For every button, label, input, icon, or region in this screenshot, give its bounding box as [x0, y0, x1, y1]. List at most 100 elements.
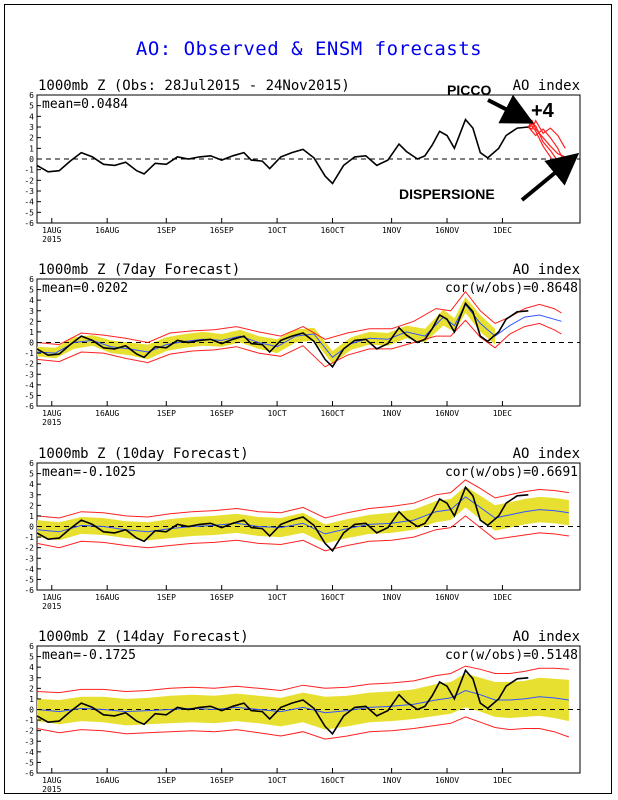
x-tick-label: 16SEP — [210, 776, 234, 785]
x-tick-label: 1NOV — [382, 776, 401, 785]
x-tick-label: 16AUG — [95, 409, 119, 418]
observed-line — [37, 485, 529, 553]
ensemble-mean-line — [37, 496, 569, 535]
correlation-label: cor(w/obs)=0.6691 — [445, 465, 578, 480]
y-tick-label: -5 — [24, 575, 34, 584]
y-tick-label: 1 — [29, 512, 34, 521]
y-tick-label: 5 — [29, 653, 34, 662]
panel-title-right: AO index — [513, 262, 580, 278]
observed-line — [37, 301, 529, 369]
x-tick-label: 16NOV — [435, 593, 459, 602]
x-tick-label: 1NOV — [382, 226, 401, 235]
y-tick-label: -6 — [24, 586, 34, 595]
ensemble-mean-line — [37, 303, 562, 358]
y-tick-label: -2 — [24, 727, 34, 736]
mean-label: mean=-0.1025 — [42, 465, 136, 480]
y-tick-label: 3 — [29, 674, 34, 683]
y-tick-label: -4 — [24, 748, 34, 757]
member-envelope-lower — [37, 716, 570, 740]
panel-title-left: 1000mb Z (10day Forecast) — [38, 446, 249, 462]
x-tick-label: 16NOV — [435, 226, 459, 235]
chart-panel-1: 1000mb Z (Obs: 28Jul2015 - 24Nov2015) AO … — [24, 78, 581, 244]
y-tick-label: -1 — [24, 166, 34, 175]
peak-arrow — [487, 94, 535, 124]
x-tick-label: 16AUG — [95, 226, 119, 235]
y-tick-label: 1 — [29, 144, 34, 153]
y-tick-label: -4 — [24, 565, 34, 574]
y-tick-label: 0 — [29, 339, 34, 348]
x-tick-label: 16AUG — [95, 593, 119, 602]
x-tick-label: 16NOV — [435, 776, 459, 785]
y-tick-label: -5 — [24, 758, 34, 767]
x-tick-label: 16SEP — [210, 409, 234, 418]
ensemble-spread-band — [37, 297, 495, 364]
y-tick-label: -3 — [24, 554, 34, 563]
y-tick-label: -6 — [24, 769, 34, 778]
x-year-label: 2015 — [42, 785, 61, 794]
y-tick-label: -3 — [24, 737, 34, 746]
chart-panel-2: 1000mb Z (7day Forecast) AO index6543210-… — [24, 262, 581, 427]
x-tick-label: 1DEC — [493, 409, 512, 418]
x-tick-label: 1OCT — [267, 593, 286, 602]
x-year-label: 2015 — [42, 418, 61, 427]
x-tick-label: 16OCT — [320, 776, 344, 785]
x-tick-label: 1AUG — [42, 776, 61, 785]
figure-frame — [4, 4, 612, 794]
panel-title-left: 1000mb Z (14day Forecast) — [38, 629, 249, 645]
x-tick-label: 1DEC — [493, 593, 512, 602]
panel-title-right: AO index — [513, 629, 580, 645]
y-tick-label: -1 — [24, 716, 34, 725]
y-tick-label: -2 — [24, 176, 34, 185]
y-tick-label: -4 — [24, 381, 34, 390]
y-tick-label: 0 — [29, 155, 34, 164]
x-tick-label: 1DEC — [493, 776, 512, 785]
spread-arrow — [520, 152, 580, 202]
x-tick-label: 1OCT — [267, 226, 286, 235]
chart-panel-3: 1000mb Z (10day Forecast) AO index6543210… — [24, 446, 581, 611]
mean-label: mean=-0.1725 — [42, 648, 136, 663]
mean-label: mean=0.0202 — [42, 281, 128, 296]
y-tick-label: -4 — [24, 198, 34, 207]
y-tick-label: 6 — [29, 642, 34, 651]
x-tick-label: 1DEC — [493, 226, 512, 235]
x-tick-label: 1NOV — [382, 593, 401, 602]
spread-annotation: DISPERSIONE — [399, 186, 495, 202]
y-tick-label: -6 — [24, 219, 34, 228]
panel-title-right: AO index — [513, 78, 580, 94]
x-tick-label: 16AUG — [95, 776, 119, 785]
y-tick-label: 4 — [29, 112, 34, 121]
x-tick-label: 1AUG — [42, 593, 61, 602]
y-tick-label: 2 — [29, 317, 34, 326]
y-tick-label: 2 — [29, 134, 34, 143]
correlation-label: cor(w/obs)=0.5148 — [445, 648, 578, 663]
y-tick-label: 1 — [29, 695, 34, 704]
y-tick-label: 0 — [29, 523, 34, 532]
y-tick-label: -2 — [24, 544, 34, 553]
x-tick-label: 16SEP — [210, 226, 234, 235]
y-tick-label: 2 — [29, 501, 34, 510]
y-tick-label: -2 — [24, 360, 34, 369]
y-tick-label: 5 — [29, 102, 34, 111]
panel-title-left: 1000mb Z (Obs: 28Jul2015 - 24Nov2015) — [38, 78, 350, 94]
y-tick-label: -1 — [24, 349, 34, 358]
y-tick-label: 4 — [29, 480, 34, 489]
x-tick-label: 16SEP — [210, 593, 234, 602]
y-tick-label: -3 — [24, 187, 34, 196]
x-tick-label: 1NOV — [382, 409, 401, 418]
x-tick-label: 16OCT — [320, 409, 344, 418]
peak-annotation: PICCO — [447, 82, 491, 98]
ensemble-member-line-2 — [527, 126, 566, 165]
member-envelope-upper — [37, 290, 562, 346]
x-tick-label: 1AUG — [42, 409, 61, 418]
x-tick-label: 1SEP — [157, 226, 176, 235]
y-tick-label: 2 — [29, 684, 34, 693]
y-tick-label: -1 — [24, 533, 34, 542]
x-year-label: 2015 — [42, 235, 61, 244]
member-envelope-upper — [37, 665, 569, 694]
y-tick-label: 4 — [29, 663, 34, 672]
y-tick-label: -6 — [24, 402, 34, 411]
member-envelope-upper — [37, 479, 569, 519]
y-tick-label: 6 — [29, 459, 34, 468]
